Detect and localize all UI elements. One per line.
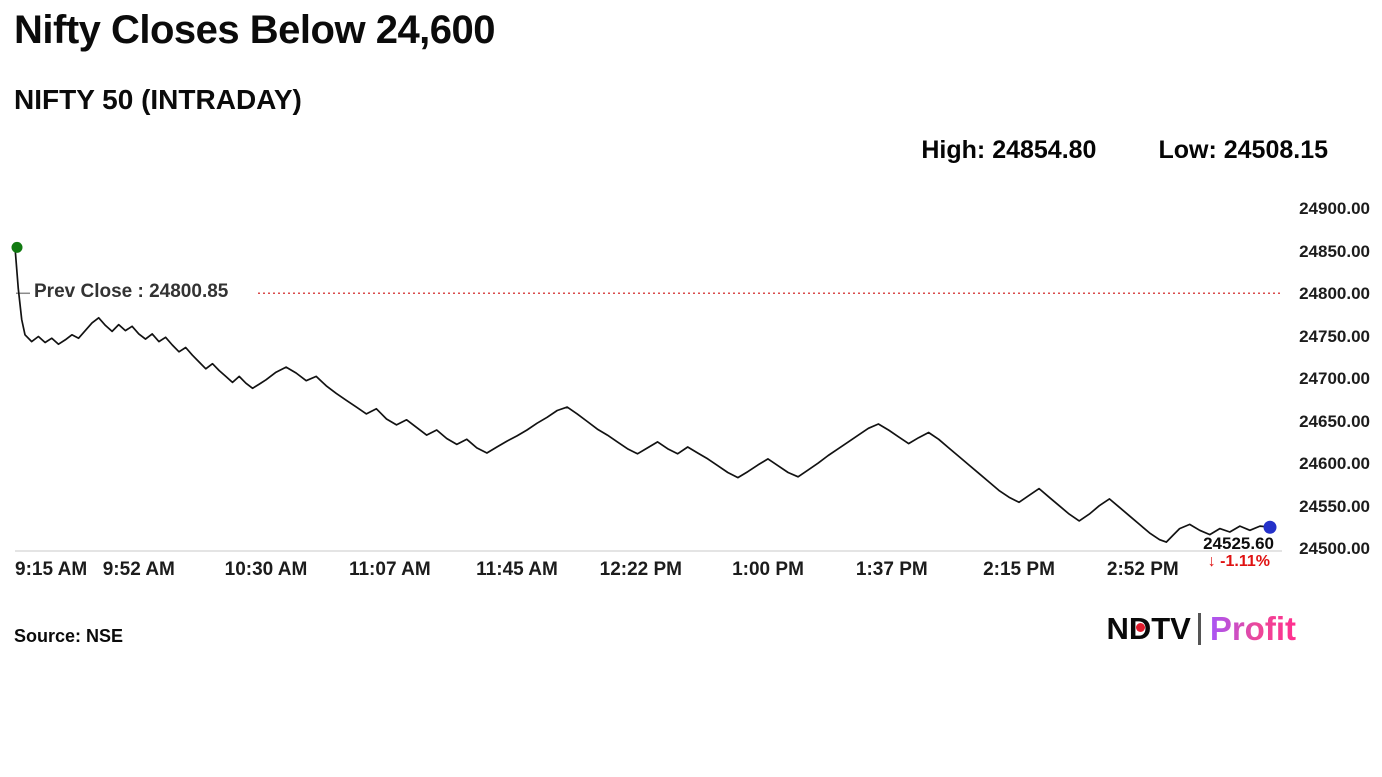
y-axis-label: 24850.00 bbox=[1299, 241, 1370, 261]
x-axis-label: 9:15 AM bbox=[15, 559, 88, 580]
y-axis-label: 24500.00 bbox=[1299, 539, 1370, 558]
x-axis-label: 1:37 PM bbox=[855, 559, 928, 580]
y-axis-label: 24800.00 bbox=[1299, 284, 1370, 303]
y-axis-label: 24700.00 bbox=[1299, 369, 1370, 388]
change-percent-label: ↓ -1.11% bbox=[1207, 553, 1270, 571]
y-axis-label: 24550.00 bbox=[1299, 496, 1370, 516]
open-marker-dot bbox=[11, 241, 23, 253]
y-axis-label: 24600.00 bbox=[1299, 454, 1370, 473]
price-line bbox=[14, 246, 1271, 543]
y-axis-label: 24750.00 bbox=[1299, 326, 1370, 346]
profit-logo-text: Profit bbox=[1209, 610, 1296, 647]
chart-subtitle: NIFTY 50 (INTRADAY) bbox=[14, 84, 302, 115]
prev-close-label: Prev Close : 24800.85 bbox=[34, 281, 229, 303]
source-label: Source: NSE bbox=[14, 626, 124, 646]
ndtv-red-dot-icon bbox=[1136, 623, 1146, 632]
low-label: Low: 24508.15 bbox=[1158, 136, 1328, 164]
x-axis-label: 2:52 PM bbox=[1106, 559, 1179, 580]
price-chart: Prev Close : 24800.85 24525.60 ↓ -1.11% … bbox=[0, 190, 1382, 590]
x-axis-label: 2:15 PM bbox=[983, 559, 1055, 580]
x-axis-label: 10:30 AM bbox=[224, 559, 308, 580]
y-axis-label: 24650.00 bbox=[1299, 411, 1370, 431]
x-axis-label: 1:00 PM bbox=[732, 559, 804, 580]
x-axis-label: 11:07 AM bbox=[348, 559, 431, 580]
last-price-label: 24525.60 bbox=[1203, 534, 1274, 554]
y-axis-label: 24900.00 bbox=[1299, 199, 1370, 218]
page-title: Nifty Closes Below 24,600 bbox=[14, 8, 496, 52]
high-low-row: High: 24854.80 Low: 24508.15 bbox=[921, 136, 1328, 165]
x-axis-label: 9:52 AM bbox=[102, 559, 175, 580]
ndtv-logo-text: NDTV bbox=[1106, 611, 1191, 646]
x-axis-label: 12:22 PM bbox=[599, 559, 682, 580]
ndtv-profit-logo: NDTV Profit bbox=[1106, 610, 1296, 648]
high-label: High: 24854.80 bbox=[921, 136, 1097, 164]
x-axis-label: 11:45 AM bbox=[476, 559, 558, 580]
close-marker-dot bbox=[1263, 520, 1277, 534]
logo-separator bbox=[1197, 613, 1201, 645]
price-line-svg bbox=[11, 241, 1282, 552]
